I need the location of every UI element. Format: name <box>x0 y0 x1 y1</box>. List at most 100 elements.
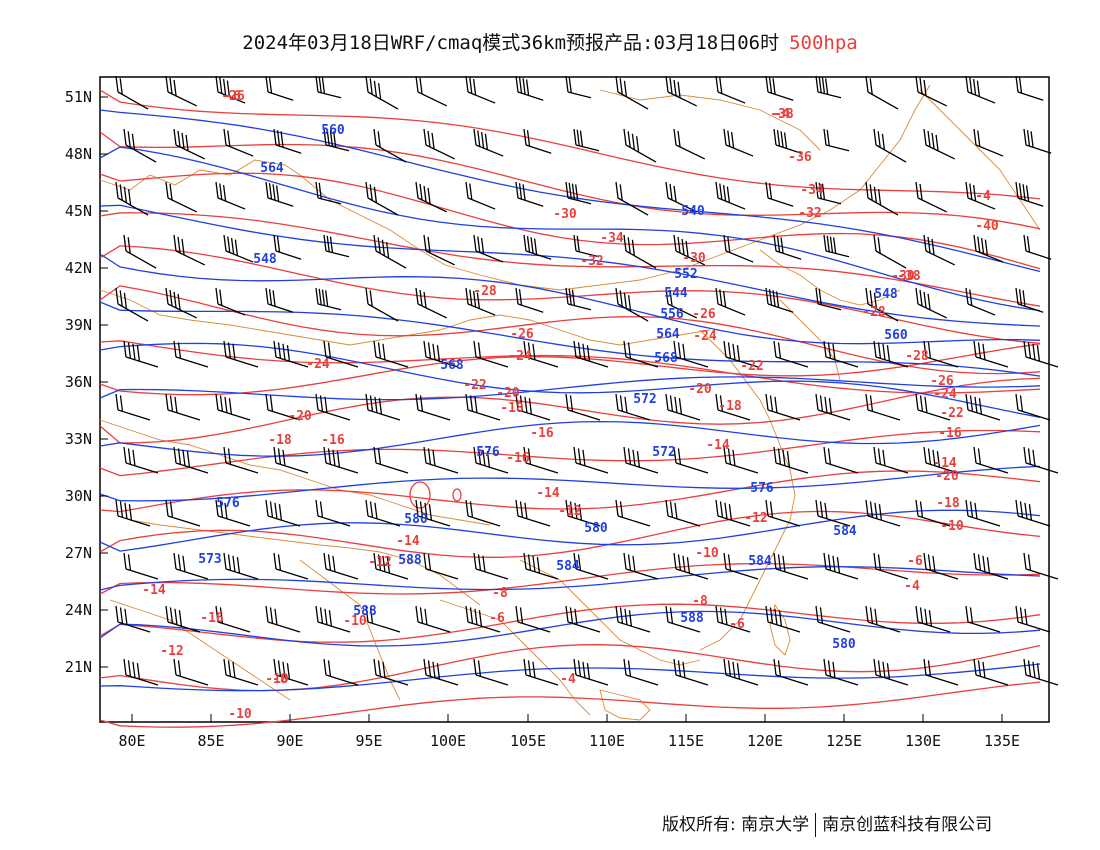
wind-barb <box>365 75 399 110</box>
country-borders <box>99 84 1041 721</box>
wind-barb <box>123 128 157 163</box>
wind-barb <box>465 287 496 316</box>
wind-barb <box>423 658 459 686</box>
wind-barb <box>623 234 657 269</box>
wind-barb <box>265 499 301 527</box>
height-labels: 560 564 540 548 552 544 548 556 560 564 568 568 572 5… <box>198 123 908 652</box>
wind-barb <box>423 234 456 266</box>
temperature-label: -40 <box>975 219 999 234</box>
wind-barb <box>473 552 509 580</box>
wind-barb <box>1015 287 1044 313</box>
wind-barb <box>1015 181 1044 207</box>
wind-barb <box>473 234 504 263</box>
wind-barb <box>815 181 842 205</box>
lat-label: 39N <box>65 316 92 334</box>
wind-barb <box>265 181 294 207</box>
temperature-label: -16 <box>200 611 224 626</box>
wind-barb <box>423 128 456 160</box>
wind-barb <box>115 287 149 322</box>
temperature-label: -18 <box>268 433 292 448</box>
wind-barb <box>515 75 544 101</box>
wind-barb <box>423 552 459 580</box>
wind-barb <box>865 605 901 633</box>
height-label: 548 <box>874 287 898 302</box>
wind-barb <box>965 605 1001 633</box>
wind-barb <box>523 128 552 154</box>
wind-barb <box>223 658 259 686</box>
temperature-label: -34 <box>800 183 824 198</box>
temperature-label: -14 <box>706 438 730 453</box>
temperature-contour <box>99 343 1041 396</box>
wind-barb <box>323 128 350 152</box>
temperature-label: -10 <box>940 519 964 534</box>
wind-barb <box>123 552 159 580</box>
temperature-label: -10 <box>343 614 367 629</box>
geopotential-contours <box>99 109 1041 692</box>
height-label: 572 <box>633 392 656 407</box>
wind-barb <box>423 340 459 368</box>
wind-barb <box>973 658 1009 686</box>
height-label: 580 <box>832 637 856 652</box>
height-contour <box>99 146 1041 312</box>
wind-barb <box>365 287 399 322</box>
wind-barb <box>765 75 794 101</box>
wind-barb <box>615 287 649 322</box>
wind-barb <box>265 287 294 313</box>
wind-barb <box>265 393 301 421</box>
height-contour <box>99 465 1041 502</box>
wind-barb <box>723 340 759 368</box>
wind-barb <box>923 128 956 160</box>
footer: 版权所有: 南京大学 南京创蓝科技有限公司 <box>662 810 992 837</box>
height-contour <box>99 610 1041 647</box>
temperature-label: -12 <box>744 511 767 526</box>
wind-barb <box>665 605 701 633</box>
temperature-label: -12 <box>558 504 581 519</box>
wind-barb <box>315 287 342 311</box>
lat-label: 36N <box>65 373 92 391</box>
temperature-label: -28 <box>473 284 497 299</box>
wind-barb <box>673 446 709 474</box>
height-label: 576 <box>476 445 500 460</box>
wind-barb <box>115 75 149 110</box>
temperature-label: -6 <box>489 611 505 626</box>
wind-barb <box>773 234 802 260</box>
temperature-contour <box>99 429 1041 477</box>
wind-barb <box>223 234 254 263</box>
lat-label: 51N <box>65 88 92 106</box>
wind-barb <box>973 128 1004 157</box>
wind-barb <box>665 75 698 107</box>
temperature-contour <box>99 212 1041 307</box>
temperature-label: -38 <box>770 107 794 122</box>
temperature-label: -4 <box>774 107 790 122</box>
wind-barb <box>173 234 206 266</box>
temperature-labels: -26-38-36-34-32-30-34-32 -30-28-30-28-26-… <box>142 89 999 722</box>
wind-barb <box>715 393 751 421</box>
wind-barb <box>573 552 609 580</box>
temperature-contour <box>99 681 1041 728</box>
wind-barb <box>623 446 659 474</box>
wind-barb <box>773 552 809 580</box>
temperature-label: -28 <box>862 305 886 320</box>
temperature-label: -32 <box>580 254 603 269</box>
temperature-contour <box>99 89 1041 200</box>
height-label: 576 <box>750 481 774 496</box>
wind-barb <box>873 340 909 368</box>
height-label: 580 <box>584 521 608 536</box>
wind-barb <box>215 75 246 104</box>
wind-barb <box>765 393 801 421</box>
wind-barb <box>923 446 959 474</box>
wind-barb <box>415 181 448 213</box>
temperature-label: -22 <box>740 359 763 374</box>
temperature-label: -10 <box>695 546 719 561</box>
wind-barb <box>115 181 149 216</box>
height-label: 552 <box>674 267 697 282</box>
temperature-label: -22 <box>940 406 963 421</box>
lat-label: 30N <box>65 487 92 505</box>
wind-barb <box>173 340 209 368</box>
wind-barb <box>515 605 551 633</box>
wind-barb <box>865 499 901 527</box>
wind-barb <box>865 75 899 110</box>
wind-barb <box>323 552 359 580</box>
wind-barb <box>673 234 706 266</box>
